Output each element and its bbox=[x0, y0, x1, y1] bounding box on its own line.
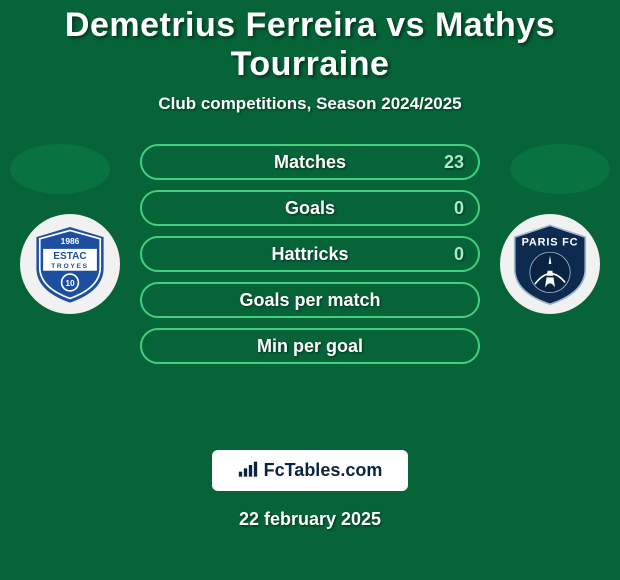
footer: FcTables.com 22 february 2025 bbox=[0, 444, 620, 530]
svg-text:10: 10 bbox=[65, 278, 75, 288]
stat-bar-value: 0 bbox=[454, 198, 464, 219]
brand-text: FcTables.com bbox=[264, 460, 383, 480]
svg-text:TROYES: TROYES bbox=[51, 263, 89, 270]
svg-text:ESTAC: ESTAC bbox=[53, 251, 86, 262]
club-logo-left: 1986 ESTAC TROYES 10 bbox=[20, 214, 120, 314]
svg-text:1986: 1986 bbox=[61, 236, 80, 246]
stat-bar: Hattricks 0 bbox=[140, 236, 480, 272]
stat-bar-label: Matches bbox=[274, 152, 346, 173]
bar-chart-icon bbox=[238, 461, 258, 479]
stat-bar: Min per goal bbox=[140, 328, 480, 364]
stat-bar-label: Goals per match bbox=[239, 290, 380, 311]
stat-bar-value: 23 bbox=[444, 152, 464, 173]
stat-bars: Matches 23 Goals 0 Hattricks 0 Goals per match… bbox=[140, 144, 480, 374]
stat-bar: Matches 23 bbox=[140, 144, 480, 180]
brand-box[interactable]: FcTables.com bbox=[212, 450, 409, 491]
club-logo-right: PARIS FC bbox=[500, 214, 600, 314]
comparison-card: Demetrius Ferreira vs Mathys Tourraine C… bbox=[0, 0, 620, 580]
estac-troyes-icon: 1986 ESTAC TROYES 10 bbox=[28, 222, 112, 306]
stat-bar: Goals 0 bbox=[140, 190, 480, 226]
svg-text:PARIS FC: PARIS FC bbox=[522, 237, 579, 249]
stat-bar: Goals per match bbox=[140, 282, 480, 318]
player-avatar-left bbox=[10, 144, 110, 194]
page-title: Demetrius Ferreira vs Mathys Tourraine bbox=[0, 0, 620, 84]
stat-bar-label: Min per goal bbox=[257, 336, 363, 357]
paris-fc-icon: PARIS FC bbox=[508, 222, 592, 306]
date-text: 22 february 2025 bbox=[0, 509, 620, 530]
stat-bar-value: 0 bbox=[454, 244, 464, 265]
player-avatar-right bbox=[510, 144, 610, 194]
stat-bar-label: Hattricks bbox=[271, 244, 348, 265]
stat-bar-label: Goals bbox=[285, 198, 335, 219]
comparison-body: 1986 ESTAC TROYES 10 PARIS FC bbox=[0, 144, 620, 444]
page-subtitle: Club competitions, Season 2024/2025 bbox=[0, 94, 620, 114]
